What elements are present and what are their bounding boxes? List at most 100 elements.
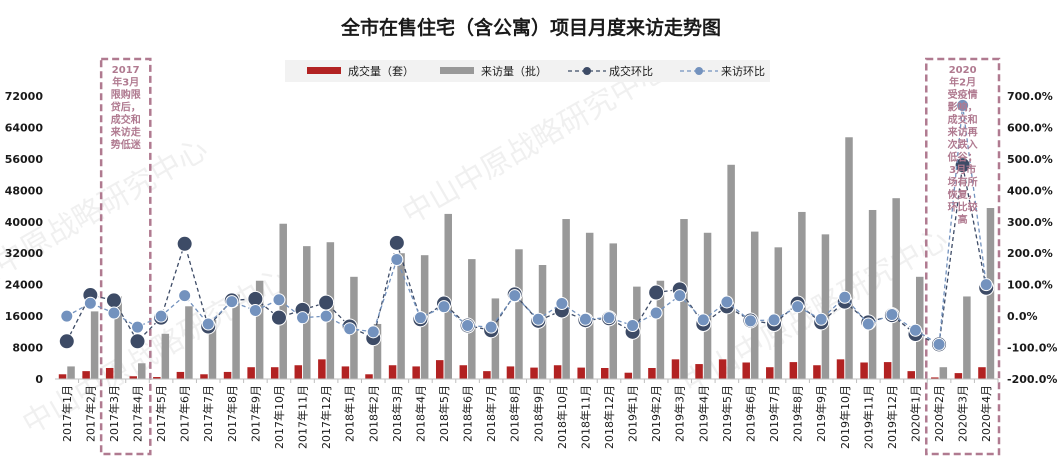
x-tick-label: 2019年12月 xyxy=(885,385,899,449)
right-tick-label: 200.0% xyxy=(1007,247,1053,260)
deal-bar xyxy=(907,371,915,379)
x-tick-label: 2019年10月 xyxy=(838,385,852,449)
visit-bar xyxy=(161,333,170,379)
visit-bar xyxy=(845,137,853,379)
visit-mom-point xyxy=(743,314,757,328)
visit-bar xyxy=(656,280,665,379)
visit-mom-line xyxy=(66,105,987,346)
visit-mom-point xyxy=(838,290,852,304)
visit-mom-point xyxy=(885,308,899,322)
left-tick-label: 8000 xyxy=(12,342,43,355)
visit-mom-point xyxy=(484,320,498,334)
x-tick-label: 2017年10月 xyxy=(272,385,286,449)
visit-mom-point xyxy=(296,311,310,325)
visit-bar xyxy=(585,232,594,379)
x-tick-label: 2017年5月 xyxy=(154,385,168,442)
right-tick-label: 400.0% xyxy=(1007,184,1053,197)
deal-bar xyxy=(836,359,845,379)
x-tick-label: 2020年4月 xyxy=(979,385,993,442)
deal-mom-point xyxy=(318,294,335,311)
visit-bar xyxy=(774,247,783,379)
right-tick-label: 700.0% xyxy=(1007,90,1053,103)
annotation-line: 环比较 xyxy=(948,201,978,214)
visit-bar xyxy=(727,164,735,379)
annotation-boxes xyxy=(99,57,1001,456)
deal-bar xyxy=(365,374,373,379)
deal-bar xyxy=(129,376,138,379)
visit-mom-point xyxy=(201,317,215,331)
visit-mom-point xyxy=(413,311,427,325)
visit-mom-point xyxy=(767,313,781,327)
deal-bar xyxy=(247,367,255,379)
visit-mom-point xyxy=(343,322,357,336)
x-tick-label: 2017年2月 xyxy=(83,385,97,442)
annotation-line: 2020 xyxy=(949,65,977,76)
visit-bar xyxy=(114,296,122,379)
annotation-text: 2017年3月限购限贷后，成交和来访走势低迷2020年2月受疫情影响，成交和来访… xyxy=(110,65,978,226)
x-tick-label: 2018年1月 xyxy=(343,385,357,442)
deal-mom-point xyxy=(270,309,287,326)
visit-mom-point xyxy=(461,319,475,333)
annotation-line: 成交和 xyxy=(948,113,978,126)
right-tick-label: -100.0% xyxy=(1007,342,1057,355)
x-tick-label: 2018年10月 xyxy=(555,385,569,449)
visit-mom-point xyxy=(248,303,262,317)
annotation-line: 影响， xyxy=(948,101,978,114)
deal-bar xyxy=(200,374,208,379)
x-tick-label: 2019年5月 xyxy=(720,385,734,442)
legend-label-2: 成交环比 xyxy=(609,64,653,78)
visit-mom-point xyxy=(272,293,286,307)
visit-mom-point xyxy=(578,312,592,326)
annotation-line: 势低迷 xyxy=(111,138,142,151)
deal-bar xyxy=(671,359,680,379)
x-tick-label: 2017年11月 xyxy=(296,385,310,449)
deal-bar xyxy=(459,365,468,379)
visit-bar xyxy=(185,306,193,379)
left-tick-label: 32000 xyxy=(5,247,44,260)
visit-bar xyxy=(515,249,523,379)
left-tick-label: 64000 xyxy=(5,121,44,134)
deal-bar xyxy=(318,359,326,379)
annotation-line: 年2月 xyxy=(949,76,976,89)
x-tick-label: 2020年1月 xyxy=(908,385,922,442)
x-tick-label: 2019年8月 xyxy=(791,385,805,442)
visit-mom-point xyxy=(319,309,333,323)
deal-bar xyxy=(553,365,562,379)
visit-bar xyxy=(491,298,500,379)
visit-bar xyxy=(750,231,759,379)
x-tick-label: 2018年6月 xyxy=(461,385,475,442)
visit-bar xyxy=(397,253,405,379)
deal-bar xyxy=(978,367,986,379)
deal-bar xyxy=(601,367,609,379)
annotation-line: 恢复， xyxy=(948,188,978,201)
x-tick-label: 2017年12月 xyxy=(319,385,333,449)
x-tick-label: 2019年11月 xyxy=(861,385,875,449)
legend-swatch-0 xyxy=(307,67,341,74)
left-tick-label: 16000 xyxy=(5,310,44,323)
annotation-line: 贷后， xyxy=(110,101,141,114)
visit-bar xyxy=(868,209,877,379)
left-tick-label: 40000 xyxy=(5,216,44,229)
visit-mom-point xyxy=(531,312,545,326)
right-tick-label: 300.0% xyxy=(1007,216,1053,229)
visit-bar xyxy=(232,294,240,379)
x-tick-label: 2020年3月 xyxy=(956,385,970,442)
left-tick-label: 56000 xyxy=(5,153,44,166)
deal-bar xyxy=(954,373,963,379)
annotation-line: 成交和 xyxy=(111,113,141,126)
x-tick-label: 2019年9月 xyxy=(814,385,828,442)
visit-mom-point xyxy=(696,313,710,327)
visit-mom-point xyxy=(437,300,451,314)
annotation-line: 场有所 xyxy=(948,176,978,189)
x-tick-label: 2018年12月 xyxy=(602,385,616,449)
deal-bar xyxy=(883,362,892,379)
deal-bar xyxy=(82,371,90,379)
deal-bar xyxy=(530,367,538,379)
x-tick-label: 2017年3月 xyxy=(107,385,121,442)
x-tick-label: 2018年8月 xyxy=(508,385,522,442)
deal-bar xyxy=(176,371,185,379)
visit-mom-point xyxy=(861,317,875,331)
visit-bar xyxy=(255,280,264,379)
